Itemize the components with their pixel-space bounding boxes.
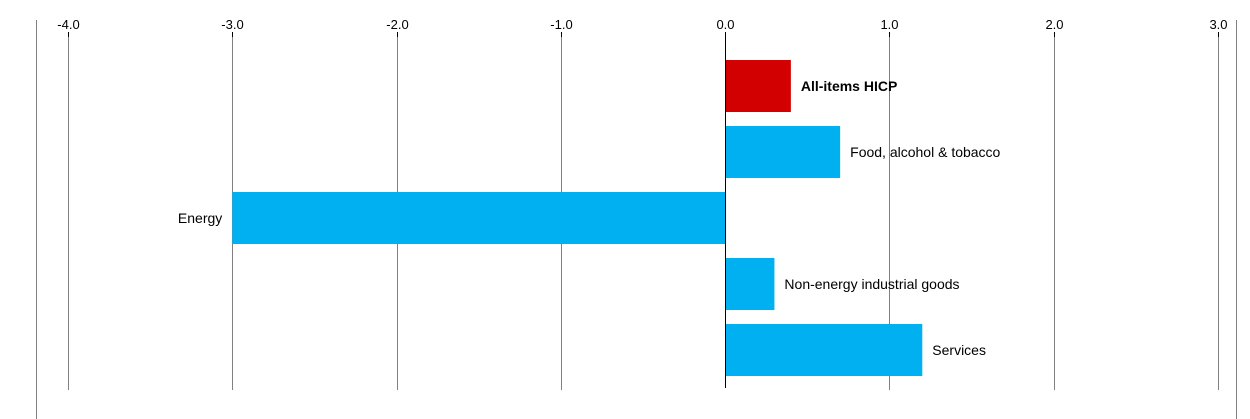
x-tick-label: -3.0 [221,17,243,32]
x-tick-label: 2.0 [1045,17,1063,32]
bar [232,192,726,244]
bar [725,60,791,112]
x-tick-label: 0.0 [716,17,734,32]
bar-category-label: Services [932,342,986,358]
x-tick-label: -2.0 [386,17,408,32]
x-tick-label: 3.0 [1209,17,1227,32]
x-tick-label: -4.0 [57,17,79,32]
bar-category-label: All-items HICP [801,78,897,94]
x-tick-label: 1.0 [880,17,898,32]
x-tick-label: -1.0 [550,17,572,32]
bar [725,258,775,310]
bar-category-label: Food, alcohol & tobacco [850,144,1000,160]
bar [725,126,841,178]
bar-category-label: Energy [178,210,222,226]
bar [725,324,923,376]
bar-category-label: Non-energy industrial goods [784,276,959,292]
